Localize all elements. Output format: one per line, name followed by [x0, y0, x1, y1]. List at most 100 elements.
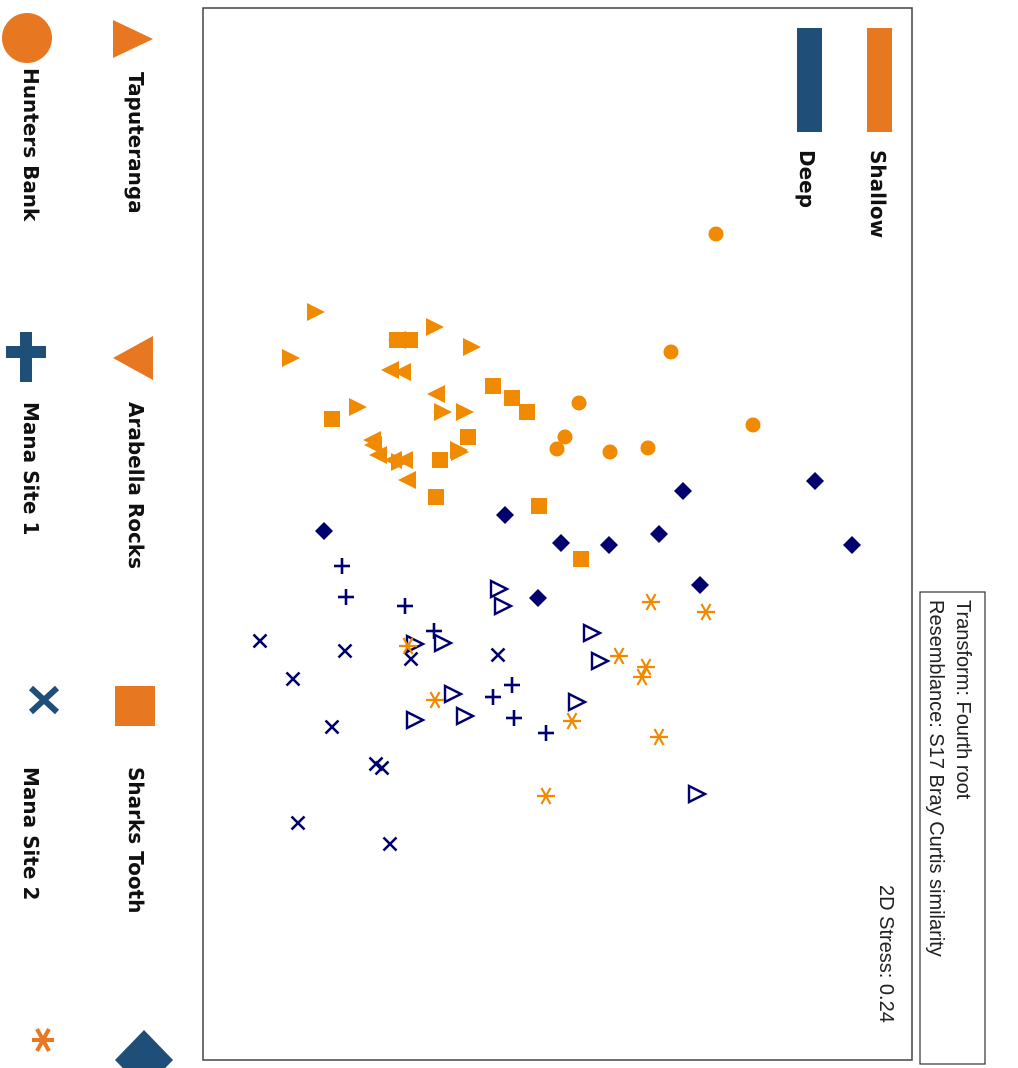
data-point-square: [573, 551, 589, 567]
data-point-diamond: [691, 576, 709, 594]
data-point-diamond: [529, 589, 547, 607]
data-point-asterisk: [426, 691, 444, 709]
data-point-square: [485, 378, 501, 394]
data-point-circle: [557, 429, 573, 445]
site-label-hunters-bank: Hunters Bank: [19, 68, 43, 222]
data-point-triangle-right: [349, 398, 367, 416]
data-point-circle: [708, 226, 724, 242]
data-point-triangle-right: [456, 403, 474, 421]
data-point-x: [490, 647, 506, 663]
site-legend-diamond: [115, 1030, 173, 1068]
data-point-circle: [663, 344, 679, 360]
data-point-circle: [640, 440, 656, 456]
data-point-diamond: [806, 472, 824, 490]
square-icon: [115, 686, 155, 726]
data-point-triangle-right: [426, 318, 444, 336]
data-point-plus: [506, 710, 522, 726]
asterisk-icon-stroke-3: [35, 1028, 51, 1052]
legend-label-deep: Deep: [795, 150, 819, 208]
data-point-triangle-left: [369, 446, 387, 464]
data-point-square: [531, 498, 547, 514]
data-point-triangle-right: [450, 441, 468, 459]
data-point-plus: [397, 598, 413, 614]
data-point-circle: [549, 441, 565, 457]
data-point-triangle-left: [427, 385, 445, 403]
data-point-circle: [745, 417, 761, 433]
legend-label-shallow: Shallow: [866, 150, 890, 238]
data-point-asterisk: [399, 637, 417, 655]
data-point-triangle-left: [395, 451, 413, 469]
stress-label: 2D Stress: 0.24: [875, 885, 897, 1023]
data-point-square: [389, 332, 405, 348]
data-point-asterisk: [642, 593, 660, 611]
data-point-square: [324, 411, 340, 427]
site-legend-asterisk: [32, 1028, 54, 1052]
site-legend-taputeranga: Taputeranga: [113, 20, 153, 214]
data-point-x: [324, 719, 340, 735]
data-point-square: [432, 452, 448, 468]
data-point-triangle-left: [393, 363, 411, 381]
data-point-diamond: [843, 536, 861, 554]
site-legend-sharks-tooth: Sharks Tooth: [115, 686, 155, 913]
data-point-asterisk: [563, 712, 581, 730]
plot-frame: [202, 7, 913, 1061]
data-point-triangle-right-open: [582, 623, 603, 643]
data-point-diamond: [674, 482, 692, 500]
data-point-diamond: [552, 534, 570, 552]
data-point-square: [460, 429, 476, 445]
data-point-triangle-right-open: [405, 710, 426, 730]
data-point-x: [285, 671, 301, 687]
legend-swatch-deep: [797, 28, 822, 132]
site-legend-hunters-bank: Hunters Bank: [2, 13, 52, 222]
data-point-plus: [334, 558, 350, 574]
site-legend-mana-site-2: Mana Site 2: [19, 685, 60, 900]
info-resemblance: Resemblance: S17 Bray Curtis similarity: [925, 600, 947, 957]
data-point-triangle-right: [307, 303, 325, 321]
data-point-plus: [504, 677, 520, 693]
circle-icon: [2, 13, 52, 63]
asterisk-icon: [32, 1028, 54, 1052]
data-point-x: [337, 643, 353, 659]
data-point-triangle-left: [363, 431, 381, 449]
info-box: Transform: Fourth root Resemblance: S17 …: [919, 591, 986, 1065]
legend-swatch-shallow: [867, 28, 892, 132]
site-label-mana-site-2: Mana Site 2: [19, 767, 43, 900]
site-label-sharks-tooth: Sharks Tooth: [124, 767, 148, 913]
data-point-diamond: [650, 525, 668, 543]
data-point-triangle-left: [384, 451, 402, 469]
data-point-square: [428, 489, 444, 505]
data-point-plus: [538, 725, 554, 741]
data-point-diamond: [600, 536, 618, 554]
data-point-plus: [338, 589, 354, 605]
triangle-right-icon: [113, 20, 153, 58]
site-legend-arabella: Arabella Rocks: [113, 336, 153, 569]
info-box-frame: [919, 591, 986, 1065]
data-point-x: [382, 836, 398, 852]
data-points: [252, 226, 861, 852]
data-point-x: [403, 651, 419, 667]
data-point-square: [519, 404, 535, 420]
diamond-icon: [115, 1030, 173, 1068]
data-point-asterisk: [650, 728, 668, 746]
data-point-circle: [602, 444, 618, 460]
data-point-x: [252, 633, 268, 649]
data-point-triangle-right-open: [687, 784, 708, 804]
site-legend-mana-site-1: Mana Site 1: [6, 332, 46, 535]
data-point-x: [290, 815, 306, 831]
data-point-triangle-right-open: [489, 579, 510, 599]
data-point-asterisk: [697, 603, 715, 621]
data-point-triangle-right: [434, 403, 452, 421]
triangle-left-icon: [113, 336, 153, 380]
data-point-square: [504, 390, 520, 406]
data-point-triangle-right-open: [567, 692, 588, 712]
site-label-arabella: Arabella Rocks: [124, 402, 148, 569]
data-point-triangle-right-open: [443, 684, 464, 704]
data-point-asterisk: [537, 787, 555, 805]
data-point-triangle-right: [282, 349, 300, 367]
data-point-diamond: [496, 506, 514, 524]
data-point-diamond: [315, 522, 333, 540]
data-point-asterisk: [637, 658, 655, 676]
data-point-triangle-right-open: [493, 596, 514, 616]
plus-icon-bar-v: [20, 332, 32, 382]
